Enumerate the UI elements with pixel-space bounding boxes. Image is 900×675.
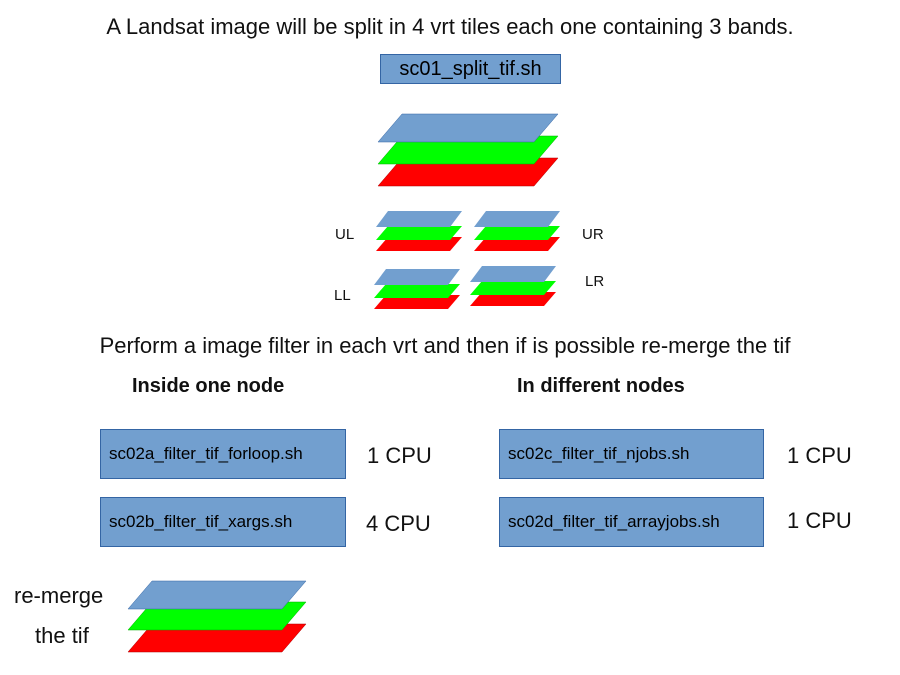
inside-node-heading: Inside one node xyxy=(132,375,285,397)
script-label: sc02d_filter_tif_arrayjobs.sh xyxy=(508,512,720,531)
green-band-layer xyxy=(470,281,556,295)
script-label: sc02a_filter_tif_forloop.sh xyxy=(109,444,303,463)
filter-heading: Perform a image filter in each vrt and t… xyxy=(99,333,791,358)
remerged-band-stack xyxy=(127,580,307,653)
tile-ul-stack xyxy=(376,211,462,251)
remerge-label-line1: re-merge xyxy=(14,583,104,608)
blue-band-layer xyxy=(374,269,460,285)
tile-ll-stack xyxy=(374,269,460,309)
blue-band-layer xyxy=(470,266,556,282)
green-band-layer xyxy=(376,226,462,240)
blue-band-layer xyxy=(377,113,559,143)
green-band-layer xyxy=(374,284,460,298)
script-box-xargs: sc02b_filter_tif_xargs.sh xyxy=(100,497,346,547)
tile-ll-label: LL xyxy=(334,287,351,304)
cpu-count: 1 CPU xyxy=(787,443,852,468)
split-script-label: sc01_split_tif.sh xyxy=(399,57,542,80)
blue-band-layer xyxy=(127,580,307,610)
tile-ul-label: UL xyxy=(335,226,355,243)
red-band-layer xyxy=(474,237,560,251)
split-script-box: sc01_split_tif.sh xyxy=(380,54,561,84)
remerge-label-line2: the tif xyxy=(35,623,89,648)
landsat-band-stack xyxy=(377,113,559,187)
cpu-count: 1 CPU xyxy=(367,443,432,468)
cpu-count: 4 CPU xyxy=(366,511,431,536)
blue-band-layer xyxy=(376,211,462,227)
script-label: sc02b_filter_tif_xargs.sh xyxy=(109,512,293,531)
tile-ur-stack xyxy=(474,211,560,251)
green-band-layer xyxy=(474,226,560,240)
tile-lr-label: LR xyxy=(585,273,605,290)
blue-band-layer xyxy=(474,211,560,227)
script-box-arrayjobs: sc02d_filter_tif_arrayjobs.sh xyxy=(499,497,764,547)
intro-text: A Landsat image will be split in 4 vrt t… xyxy=(106,14,794,39)
script-box-njobs: sc02c_filter_tif_njobs.sh xyxy=(499,429,764,479)
red-band-layer xyxy=(470,292,556,306)
tile-lr-stack xyxy=(470,266,556,306)
red-band-layer xyxy=(376,237,462,251)
script-box-forloop: sc02a_filter_tif_forloop.sh xyxy=(100,429,346,479)
cpu-count: 1 CPU xyxy=(787,508,852,533)
script-label: sc02c_filter_tif_njobs.sh xyxy=(508,444,690,463)
red-band-layer xyxy=(374,295,460,309)
tile-ur-label: UR xyxy=(582,226,604,243)
different-nodes-heading: In different nodes xyxy=(517,375,685,397)
